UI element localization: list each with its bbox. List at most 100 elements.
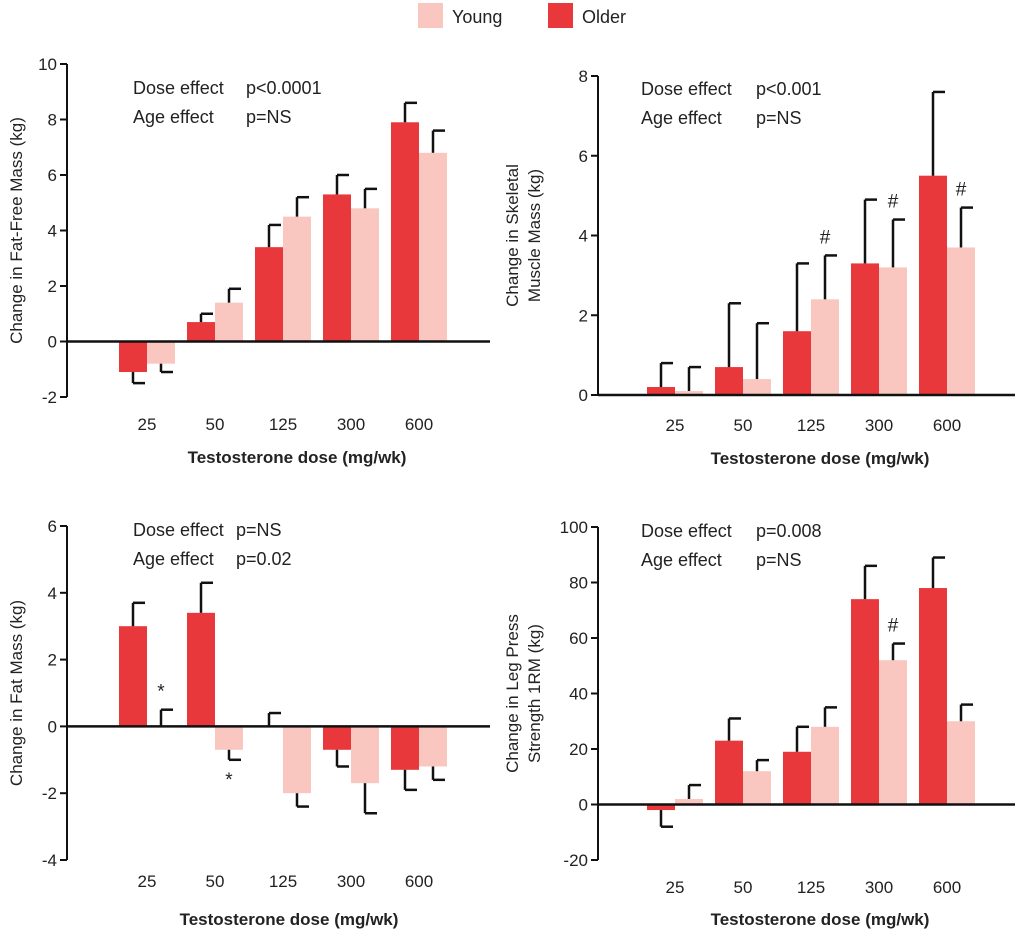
x-tick-label: 300 [337,415,365,434]
y-axis-label-line: Change in Fat Mass (kg) [7,600,26,786]
stat-value: p=0.008 [756,521,822,541]
x-tick-label: 25 [666,878,685,897]
bar-older [187,322,215,341]
stat-value: p<0.0001 [246,78,322,98]
stat-label: Dose effect [133,78,224,98]
stat-label: Dose effect [641,521,732,541]
bar-older [783,752,811,805]
y-tick-label: 6 [48,517,57,536]
x-tick-label: 50 [206,415,225,434]
bar-older [851,599,879,804]
y-axis-label-line: Change in Fat-Free Mass (kg) [7,117,26,344]
y-tick-label: 0 [48,717,57,736]
significance-marker: # [820,227,831,248]
bar-young [351,726,379,783]
bar-older [391,726,419,769]
y-tick-label: 8 [48,111,57,130]
bar-older [119,626,147,726]
stat-label: Dose effect [641,79,732,99]
bar-young [811,299,839,395]
bar-older [255,247,283,341]
x-tick-label: 125 [797,416,825,435]
significance-marker: # [888,616,899,637]
y-tick-label: -2 [42,784,57,803]
x-tick-label: 600 [405,415,433,434]
y-axis-label-line: Strength 1RM (kg) [525,624,544,763]
stat-value: p<0.001 [756,79,822,99]
y-tick-label: 2 [48,277,57,296]
stat-label: Age effect [641,108,722,128]
stat-label: Age effect [641,550,722,570]
bar-young [147,342,175,364]
bar-older [323,726,351,749]
stat-value: p=NS [246,107,292,127]
x-tick-label: 50 [734,416,753,435]
bar-young [811,727,839,805]
x-axis-label: Testosterone dose (mg/wk) [711,910,930,929]
x-tick-label: 25 [138,872,157,891]
bar-young [947,247,975,395]
bar-older [919,176,947,395]
y-tick-label: 4 [48,222,57,241]
bar-young [419,153,447,342]
x-axis-label: Testosterone dose (mg/wk) [188,448,407,467]
x-tick-label: 25 [666,416,685,435]
y-tick-label: 4 [48,584,57,603]
y-tick-label: 40 [569,685,588,704]
bar-young [215,726,243,749]
y-axis-label-line: Change in Leg Press [503,614,522,773]
legend: Young Older [418,3,626,28]
y-tick-label: 0 [48,333,57,352]
x-tick-label: 600 [933,878,961,897]
y-tick-label: 2 [579,306,588,325]
x-tick-label: 125 [797,878,825,897]
bar-older [783,331,811,395]
stat-value: p=NS [756,108,802,128]
x-tick-label: 600 [933,416,961,435]
y-axis-label-line: Muscle Mass (kg) [525,169,544,302]
x-tick-label: 300 [865,878,893,897]
x-tick-label: 50 [206,872,225,891]
bar-young [879,660,907,804]
y-tick-label: -2 [42,388,57,407]
x-axis-label: Testosterone dose (mg/wk) [180,910,399,929]
y-tick-label: 4 [579,227,588,246]
y-tick-label: 0 [579,386,588,405]
y-tick-label: -4 [42,851,57,870]
bar-young [283,217,311,342]
significance-marker: * [225,770,233,791]
y-tick-label: 2 [48,651,57,670]
x-tick-label: 25 [138,415,157,434]
y-tick-label: 6 [579,147,588,166]
bar-older [323,194,351,341]
stat-label: Age effect [133,107,214,127]
bar-young [743,379,771,395]
x-tick-label: 125 [269,872,297,891]
bar-older [391,122,419,341]
y-axis-label: Change in Fat-Free Mass (kg) [7,117,26,344]
bar-young [743,771,771,804]
y-axis-label: Change in Fat Mass (kg) [7,600,26,786]
significance-marker: # [956,180,967,201]
y-tick-label: 60 [569,629,588,648]
bar-young [351,208,379,341]
significance-marker: # [888,192,899,213]
x-tick-label: 50 [734,878,753,897]
x-axis-label: Testosterone dose (mg/wk) [711,449,930,468]
x-tick-label: 600 [405,872,433,891]
y-tick-label: -20 [563,851,588,870]
legend-swatch-young [418,3,443,28]
bar-older [851,263,879,395]
significance-marker: * [157,682,165,703]
stat-value: p=0.02 [236,549,292,569]
bar-young [215,303,243,342]
bar-older [119,342,147,373]
y-tick-label: 10 [38,55,57,74]
legend-label-older: Older [582,7,626,27]
legend-swatch-older [548,3,573,28]
x-tick-label: 300 [337,872,365,891]
legend-label-young: Young [452,7,502,27]
